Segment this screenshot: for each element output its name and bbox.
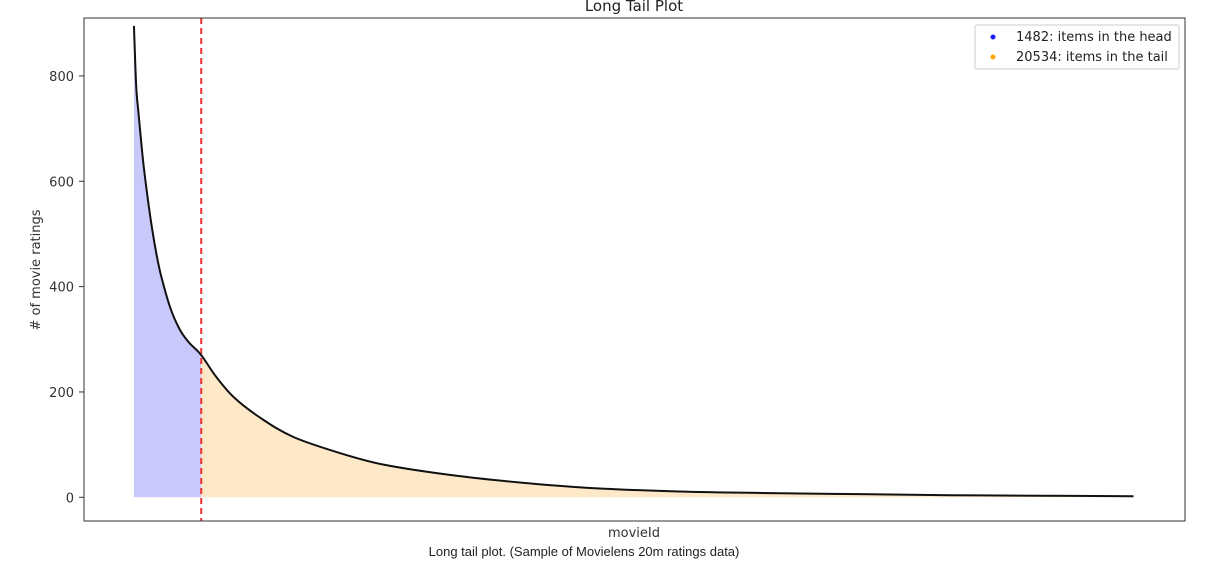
y-tick-label: 0 [66,491,74,506]
x-axis-label: movieId [608,526,660,541]
head-area [133,25,202,498]
y-tick-label: 600 [49,175,74,190]
figure-caption: Long tail plot. (Sample of Movielens 20m… [428,544,740,559]
long-tail-curve [132,25,1134,498]
plot-frame [83,17,1186,522]
y-tick-label: 400 [49,281,74,296]
legend: 1482: items in the head 20534: items in … [974,24,1180,70]
y-tick-label: 200 [49,386,74,401]
legend-box [974,24,1180,70]
legend-tail-marker [990,54,996,60]
y-axis: 0 200 400 600 800 [49,70,84,506]
area-layer [133,25,1134,498]
curve-layer [132,25,1134,498]
y-axis-label: # of movie ratings [29,209,44,330]
y-tick-label: 800 [49,70,74,85]
legend-head-label: 1482: items in the head [1016,30,1172,45]
legend-tail-label: 20534: items in the tail [1016,50,1168,65]
long-tail-chart: Long Tail Plot 0 200 400 600 800 movieId # o… [29,0,1186,541]
legend-head-marker [990,34,996,40]
chart-title: Long Tail Plot [585,0,683,15]
tail-area [201,355,1134,498]
